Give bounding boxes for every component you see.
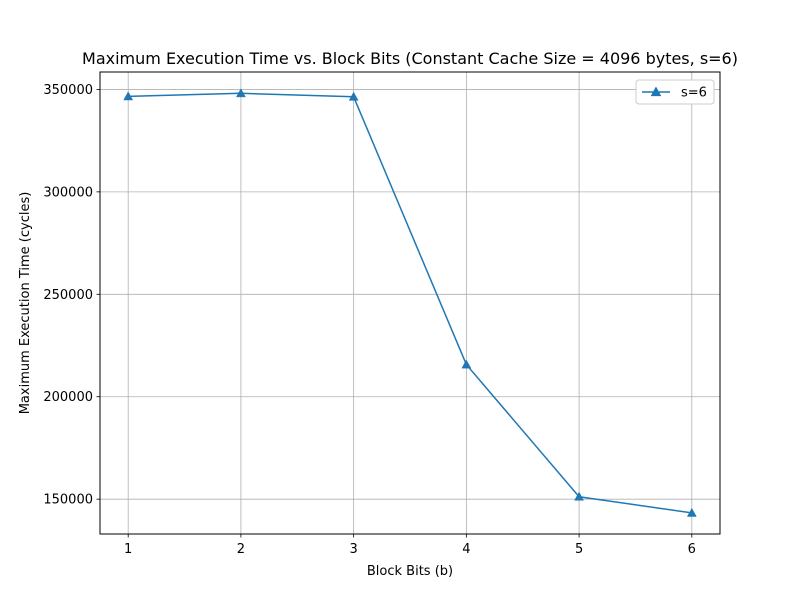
data-point <box>123 91 134 101</box>
x-tick-label: 1 <box>124 542 132 557</box>
series-layer <box>123 88 697 517</box>
x-tick-label: 3 <box>349 542 357 557</box>
y-tick-label: 200000 <box>43 390 93 405</box>
chart-title: Maximum Execution Time vs. Block Bits (C… <box>82 49 738 68</box>
plot-frame <box>99 71 721 535</box>
x-axis-ticks: 1 2 3 4 5 6 <box>124 534 696 557</box>
legend: s=6 <box>635 79 715 105</box>
grid <box>100 72 720 534</box>
x-tick-label: 6 <box>688 542 696 557</box>
x-tick-label: 5 <box>575 542 583 557</box>
data-point <box>686 507 697 517</box>
y-axis-ticks: 150000 200000 250000 300000 350000 <box>43 83 100 508</box>
y-tick-label: 150000 <box>43 493 93 508</box>
x-tick-label: 4 <box>462 542 470 557</box>
data-point <box>348 91 359 101</box>
x-axis-label: Block Bits (b) <box>367 564 453 579</box>
data-point <box>461 359 472 369</box>
y-tick-label: 250000 <box>43 288 93 303</box>
data-point <box>235 88 246 98</box>
y-tick-label: 350000 <box>43 83 93 98</box>
legend-marker <box>650 86 662 97</box>
y-tick-label: 300000 <box>43 185 93 200</box>
series-line <box>128 92 692 514</box>
legend-box <box>635 79 715 105</box>
y-axis-label: Maximum Execution Time (cycles) <box>18 192 33 415</box>
legend-label: s=6 <box>681 86 707 101</box>
x-tick-label: 2 <box>237 542 245 557</box>
data-point <box>574 491 585 501</box>
